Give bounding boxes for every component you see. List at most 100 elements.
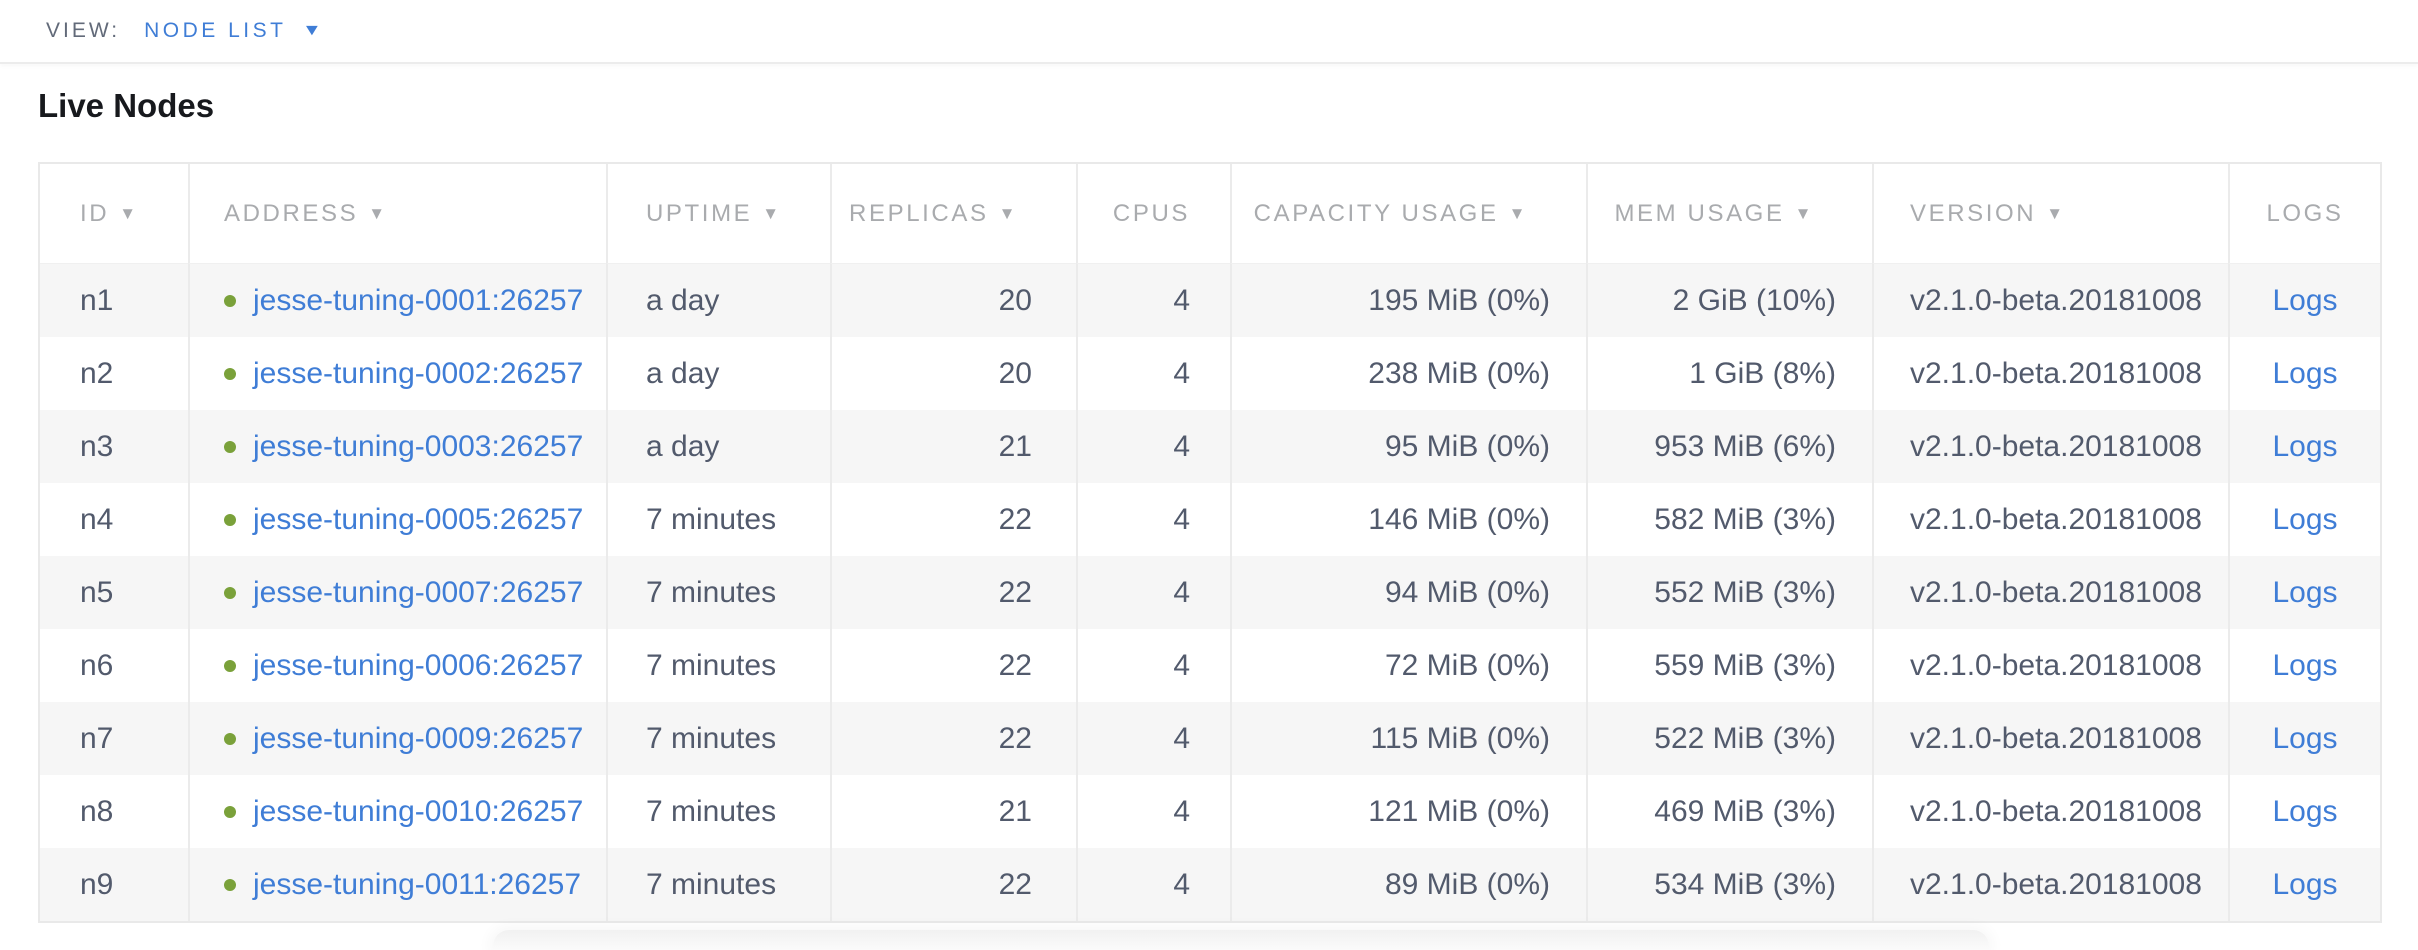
node-capacity-cell: 115 MiB (0%) xyxy=(1230,702,1586,775)
node-address-link[interactable]: jesse-tuning-0002:26257 xyxy=(253,356,584,390)
node-live-status-icon xyxy=(224,367,236,380)
node-replicas-cell: 22 xyxy=(830,629,1076,702)
logs-link[interactable]: Logs xyxy=(2272,648,2338,682)
node-capacity-cell: 89 MiB (0%) xyxy=(1230,848,1586,921)
node-uptime-cell: 7 minutes xyxy=(606,629,830,702)
node-address-cell: jesse-tuning-0002:26257 xyxy=(188,337,606,410)
node-live-status-icon xyxy=(224,659,236,672)
node-address-link[interactable]: jesse-tuning-0006:26257 xyxy=(253,648,584,682)
node-logs-cell: Logs xyxy=(2228,629,2380,702)
sort-desc-icon: ▼ xyxy=(1794,203,1814,223)
node-capacity-cell: 146 MiB (0%) xyxy=(1230,483,1586,556)
node-address-link[interactable]: jesse-tuning-0007:26257 xyxy=(253,575,584,609)
node-replicas-cell: 22 xyxy=(830,702,1076,775)
node-address-cell: jesse-tuning-0006:26257 xyxy=(188,629,606,702)
node-id-cell: n4 xyxy=(40,483,188,556)
node-id-cell: n2 xyxy=(40,337,188,410)
node-uptime-cell: a day xyxy=(606,264,830,337)
node-address-cell: jesse-tuning-0010:26257 xyxy=(188,775,606,848)
view-selected-value: NODE LIST xyxy=(144,19,287,42)
node-capacity-cell: 95 MiB (0%) xyxy=(1230,410,1586,483)
node-mem-cell: 1 GiB (8%) xyxy=(1586,337,1872,410)
column-header-uptime[interactable]: UPTIME ▼ xyxy=(606,164,830,264)
logs-link[interactable]: Logs xyxy=(2272,283,2338,317)
node-live-status-icon xyxy=(224,878,236,891)
node-version-cell: v2.1.0-beta.20181008 xyxy=(1872,337,2228,410)
column-header-id[interactable]: ID ▼ xyxy=(40,164,188,264)
node-cpus-cell: 4 xyxy=(1076,264,1230,337)
node-logs-cell: Logs xyxy=(2228,264,2380,337)
node-cpus-cell: 4 xyxy=(1076,556,1230,629)
node-uptime-cell: a day xyxy=(606,410,830,483)
node-mem-cell: 2 GiB (10%) xyxy=(1586,264,1872,337)
node-cpus-cell: 4 xyxy=(1076,337,1230,410)
node-replicas-cell: 21 xyxy=(830,410,1076,483)
logs-link[interactable]: Logs xyxy=(2272,575,2338,609)
node-logs-cell: Logs xyxy=(2228,775,2380,848)
node-address-link[interactable]: jesse-tuning-0009:26257 xyxy=(253,721,584,755)
table-row: n9 jesse-tuning-0011:26257 7 minutes 22 4 89 … xyxy=(40,848,2380,921)
live-nodes-table-container: ID ▼ ADDRESS ▼ UPTIME ▼ REPLICAS ▼ CPUS CAPA… xyxy=(38,162,2418,923)
table-row: n3 jesse-tuning-0003:26257 a day 21 4 95 MiB … xyxy=(40,410,2380,483)
chevron-down-icon: ▼ xyxy=(302,22,323,39)
node-logs-cell: Logs xyxy=(2228,483,2380,556)
logs-link[interactable]: Logs xyxy=(2272,429,2338,463)
node-uptime-cell: 7 minutes xyxy=(606,483,830,556)
node-capacity-cell: 121 MiB (0%) xyxy=(1230,775,1586,848)
next-section-edge xyxy=(493,930,1989,950)
logs-link[interactable]: Logs xyxy=(2272,867,2338,901)
node-cpus-cell: 4 xyxy=(1076,702,1230,775)
node-address-link[interactable]: jesse-tuning-0005:26257 xyxy=(253,502,584,536)
node-replicas-cell: 22 xyxy=(830,483,1076,556)
node-logs-cell: Logs xyxy=(2228,848,2380,921)
logs-link[interactable]: Logs xyxy=(2272,502,2338,536)
column-header-replicas[interactable]: REPLICAS ▼ xyxy=(830,164,1076,264)
sort-desc-icon: ▼ xyxy=(762,203,782,223)
logs-link[interactable]: Logs xyxy=(2272,721,2338,755)
node-mem-cell: 522 MiB (3%) xyxy=(1586,702,1872,775)
node-mem-cell: 559 MiB (3%) xyxy=(1586,629,1872,702)
node-logs-cell: Logs xyxy=(2228,337,2380,410)
view-selector-dropdown[interactable]: NODE LIST ▼ xyxy=(144,19,323,43)
node-id-cell: n1 xyxy=(40,264,188,337)
logs-link[interactable]: Logs xyxy=(2272,356,2338,390)
table-row: n7 jesse-tuning-0009:26257 7 minutes 22 4 115… xyxy=(40,702,2380,775)
node-version-cell: v2.1.0-beta.20181008 xyxy=(1872,264,2228,337)
node-capacity-cell: 238 MiB (0%) xyxy=(1230,337,1586,410)
sort-desc-icon: ▼ xyxy=(2046,203,2066,223)
node-cpus-cell: 4 xyxy=(1076,848,1230,921)
column-header-capacity-usage[interactable]: CAPACITY USAGE ▼ xyxy=(1230,164,1586,264)
node-replicas-cell: 20 xyxy=(830,264,1076,337)
node-mem-cell: 552 MiB (3%) xyxy=(1586,556,1872,629)
table-row: n1 jesse-tuning-0001:26257 a day 20 4 195 MiB… xyxy=(40,264,2380,337)
node-address-link[interactable]: jesse-tuning-0001:26257 xyxy=(253,283,584,317)
node-cpus-cell: 4 xyxy=(1076,629,1230,702)
table-row: n4 jesse-tuning-0005:26257 7 minutes 22 4 146… xyxy=(40,483,2380,556)
node-version-cell: v2.1.0-beta.20181008 xyxy=(1872,410,2228,483)
table-row: n8 jesse-tuning-0010:26257 7 minutes 21 4 121… xyxy=(40,775,2380,848)
node-cpus-cell: 4 xyxy=(1076,483,1230,556)
nodes-table-body: n1 jesse-tuning-0001:26257 a day 20 4 195 MiB… xyxy=(40,264,2380,921)
node-logs-cell: Logs xyxy=(2228,410,2380,483)
node-id-cell: n8 xyxy=(40,775,188,848)
node-address-link[interactable]: jesse-tuning-0010:26257 xyxy=(253,794,584,828)
node-replicas-cell: 21 xyxy=(830,775,1076,848)
node-address-link[interactable]: jesse-tuning-0011:26257 xyxy=(253,867,582,901)
node-replicas-cell: 20 xyxy=(830,337,1076,410)
node-version-cell: v2.1.0-beta.20181008 xyxy=(1872,775,2228,848)
node-logs-cell: Logs xyxy=(2228,556,2380,629)
column-header-address[interactable]: ADDRESS ▼ xyxy=(188,164,606,264)
column-header-version[interactable]: VERSION ▼ xyxy=(1872,164,2228,264)
node-address-cell: jesse-tuning-0005:26257 xyxy=(188,483,606,556)
node-version-cell: v2.1.0-beta.20181008 xyxy=(1872,702,2228,775)
node-id-cell: n9 xyxy=(40,848,188,921)
column-header-mem-usage[interactable]: MEM USAGE ▼ xyxy=(1586,164,1872,264)
node-address-link[interactable]: jesse-tuning-0003:26257 xyxy=(253,429,584,463)
node-live-status-icon xyxy=(224,294,236,307)
sort-desc-icon: ▼ xyxy=(368,203,388,223)
view-label: VIEW: xyxy=(46,19,121,42)
node-mem-cell: 469 MiB (3%) xyxy=(1586,775,1872,848)
node-cpus-cell: 4 xyxy=(1076,775,1230,848)
node-address-cell: jesse-tuning-0007:26257 xyxy=(188,556,606,629)
logs-link[interactable]: Logs xyxy=(2272,794,2338,828)
